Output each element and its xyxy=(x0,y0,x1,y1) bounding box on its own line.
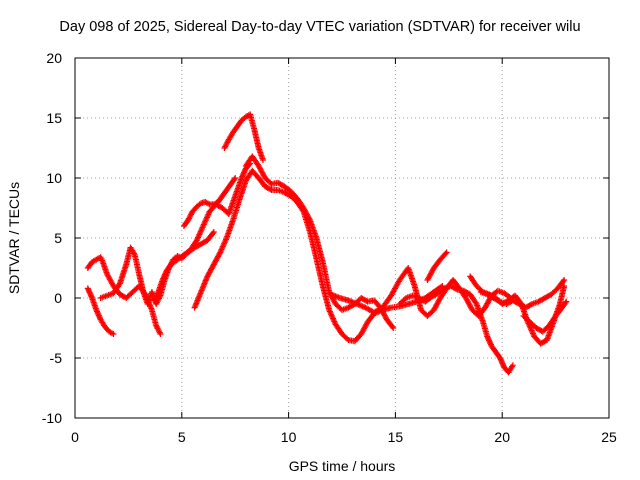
data-point xyxy=(93,307,100,313)
series-arc-10 xyxy=(396,283,516,376)
data-point xyxy=(563,298,570,305)
data-point xyxy=(231,176,238,183)
data-point xyxy=(485,336,492,343)
data-point xyxy=(86,288,93,295)
data-point xyxy=(561,277,568,283)
data-point xyxy=(96,313,103,320)
x-tick-label: 25 xyxy=(601,429,617,445)
x-axis-label: GPS time / hours xyxy=(288,458,396,474)
data-point xyxy=(509,362,516,369)
y-tick-label: 15 xyxy=(46,110,62,126)
data-point xyxy=(161,272,168,279)
data-point xyxy=(484,333,491,340)
x-tick-label: 20 xyxy=(494,429,510,445)
data-point xyxy=(527,301,534,308)
data-point xyxy=(157,331,164,337)
data-point xyxy=(560,278,567,285)
data-point xyxy=(495,297,502,304)
data-point xyxy=(160,275,167,282)
y-tick-label: 0 xyxy=(54,290,62,306)
series-arc-13 xyxy=(477,277,568,311)
data-point xyxy=(442,250,449,257)
data-point xyxy=(238,175,245,181)
data-point xyxy=(95,311,102,318)
series-arc-5 xyxy=(180,175,239,229)
y-axis-label: SDTVAR / TECUs xyxy=(6,181,22,295)
data-point xyxy=(216,250,223,257)
data-point xyxy=(497,355,504,361)
series-arc-14 xyxy=(520,298,570,335)
series-arc-4 xyxy=(151,160,254,304)
axis-ticks: 0 5 10 15 20 25 -10 -5 0 5 10 15 20 xyxy=(42,50,617,445)
series-arc-6 xyxy=(221,111,266,163)
data-point xyxy=(162,271,169,278)
x-tick-label: 15 xyxy=(388,429,404,445)
data-point xyxy=(232,175,239,181)
data-point xyxy=(241,168,248,175)
data-point xyxy=(110,331,117,337)
y-tick-label: -5 xyxy=(50,350,63,366)
y-tick-label: 10 xyxy=(46,170,62,186)
y-tick-label: -10 xyxy=(42,410,62,426)
data-points xyxy=(84,111,570,376)
data-point xyxy=(497,356,504,363)
data-point xyxy=(484,334,491,341)
data-point xyxy=(390,325,397,331)
data-point xyxy=(84,285,91,292)
data-point xyxy=(498,357,505,364)
x-tick-label: 5 xyxy=(178,429,186,445)
data-point xyxy=(241,169,248,176)
data-point xyxy=(239,172,246,179)
data-point xyxy=(562,299,569,306)
plot-frame xyxy=(74,57,610,419)
data-point xyxy=(267,186,274,193)
data-point xyxy=(486,338,493,345)
data-point xyxy=(162,270,169,277)
data-point xyxy=(389,323,396,330)
data-point xyxy=(93,308,100,315)
data-point xyxy=(443,249,450,256)
data-point xyxy=(498,359,505,366)
x-tick-label: 0 xyxy=(71,429,79,445)
data-point xyxy=(87,290,94,297)
series-arc-1 xyxy=(84,285,117,337)
data-point xyxy=(239,173,246,180)
y-tick-label: 20 xyxy=(46,50,62,66)
data-point xyxy=(487,340,494,347)
data-point xyxy=(500,361,507,368)
data-point xyxy=(210,229,217,235)
series-arc-8 xyxy=(242,153,397,331)
y-tick-label: 5 xyxy=(54,230,62,246)
grid-lines xyxy=(75,58,609,418)
data-point xyxy=(94,309,101,316)
data-point xyxy=(159,277,166,283)
data-point xyxy=(85,286,92,293)
chart-title: Day 098 of 2025, Sidereal Day-to-day VTE… xyxy=(59,19,581,35)
data-point xyxy=(453,285,460,292)
data-point xyxy=(88,293,95,300)
data-point xyxy=(95,312,102,319)
x-tick-label: 10 xyxy=(281,429,297,445)
data-point xyxy=(86,289,93,296)
data-point xyxy=(160,274,167,281)
data-point xyxy=(87,292,94,299)
series-arc-11 xyxy=(424,249,450,283)
data-point xyxy=(259,157,266,163)
data-point xyxy=(306,215,313,222)
data-point xyxy=(486,337,493,344)
data-point xyxy=(240,170,247,177)
data-point xyxy=(209,230,216,237)
data-point xyxy=(499,360,506,367)
